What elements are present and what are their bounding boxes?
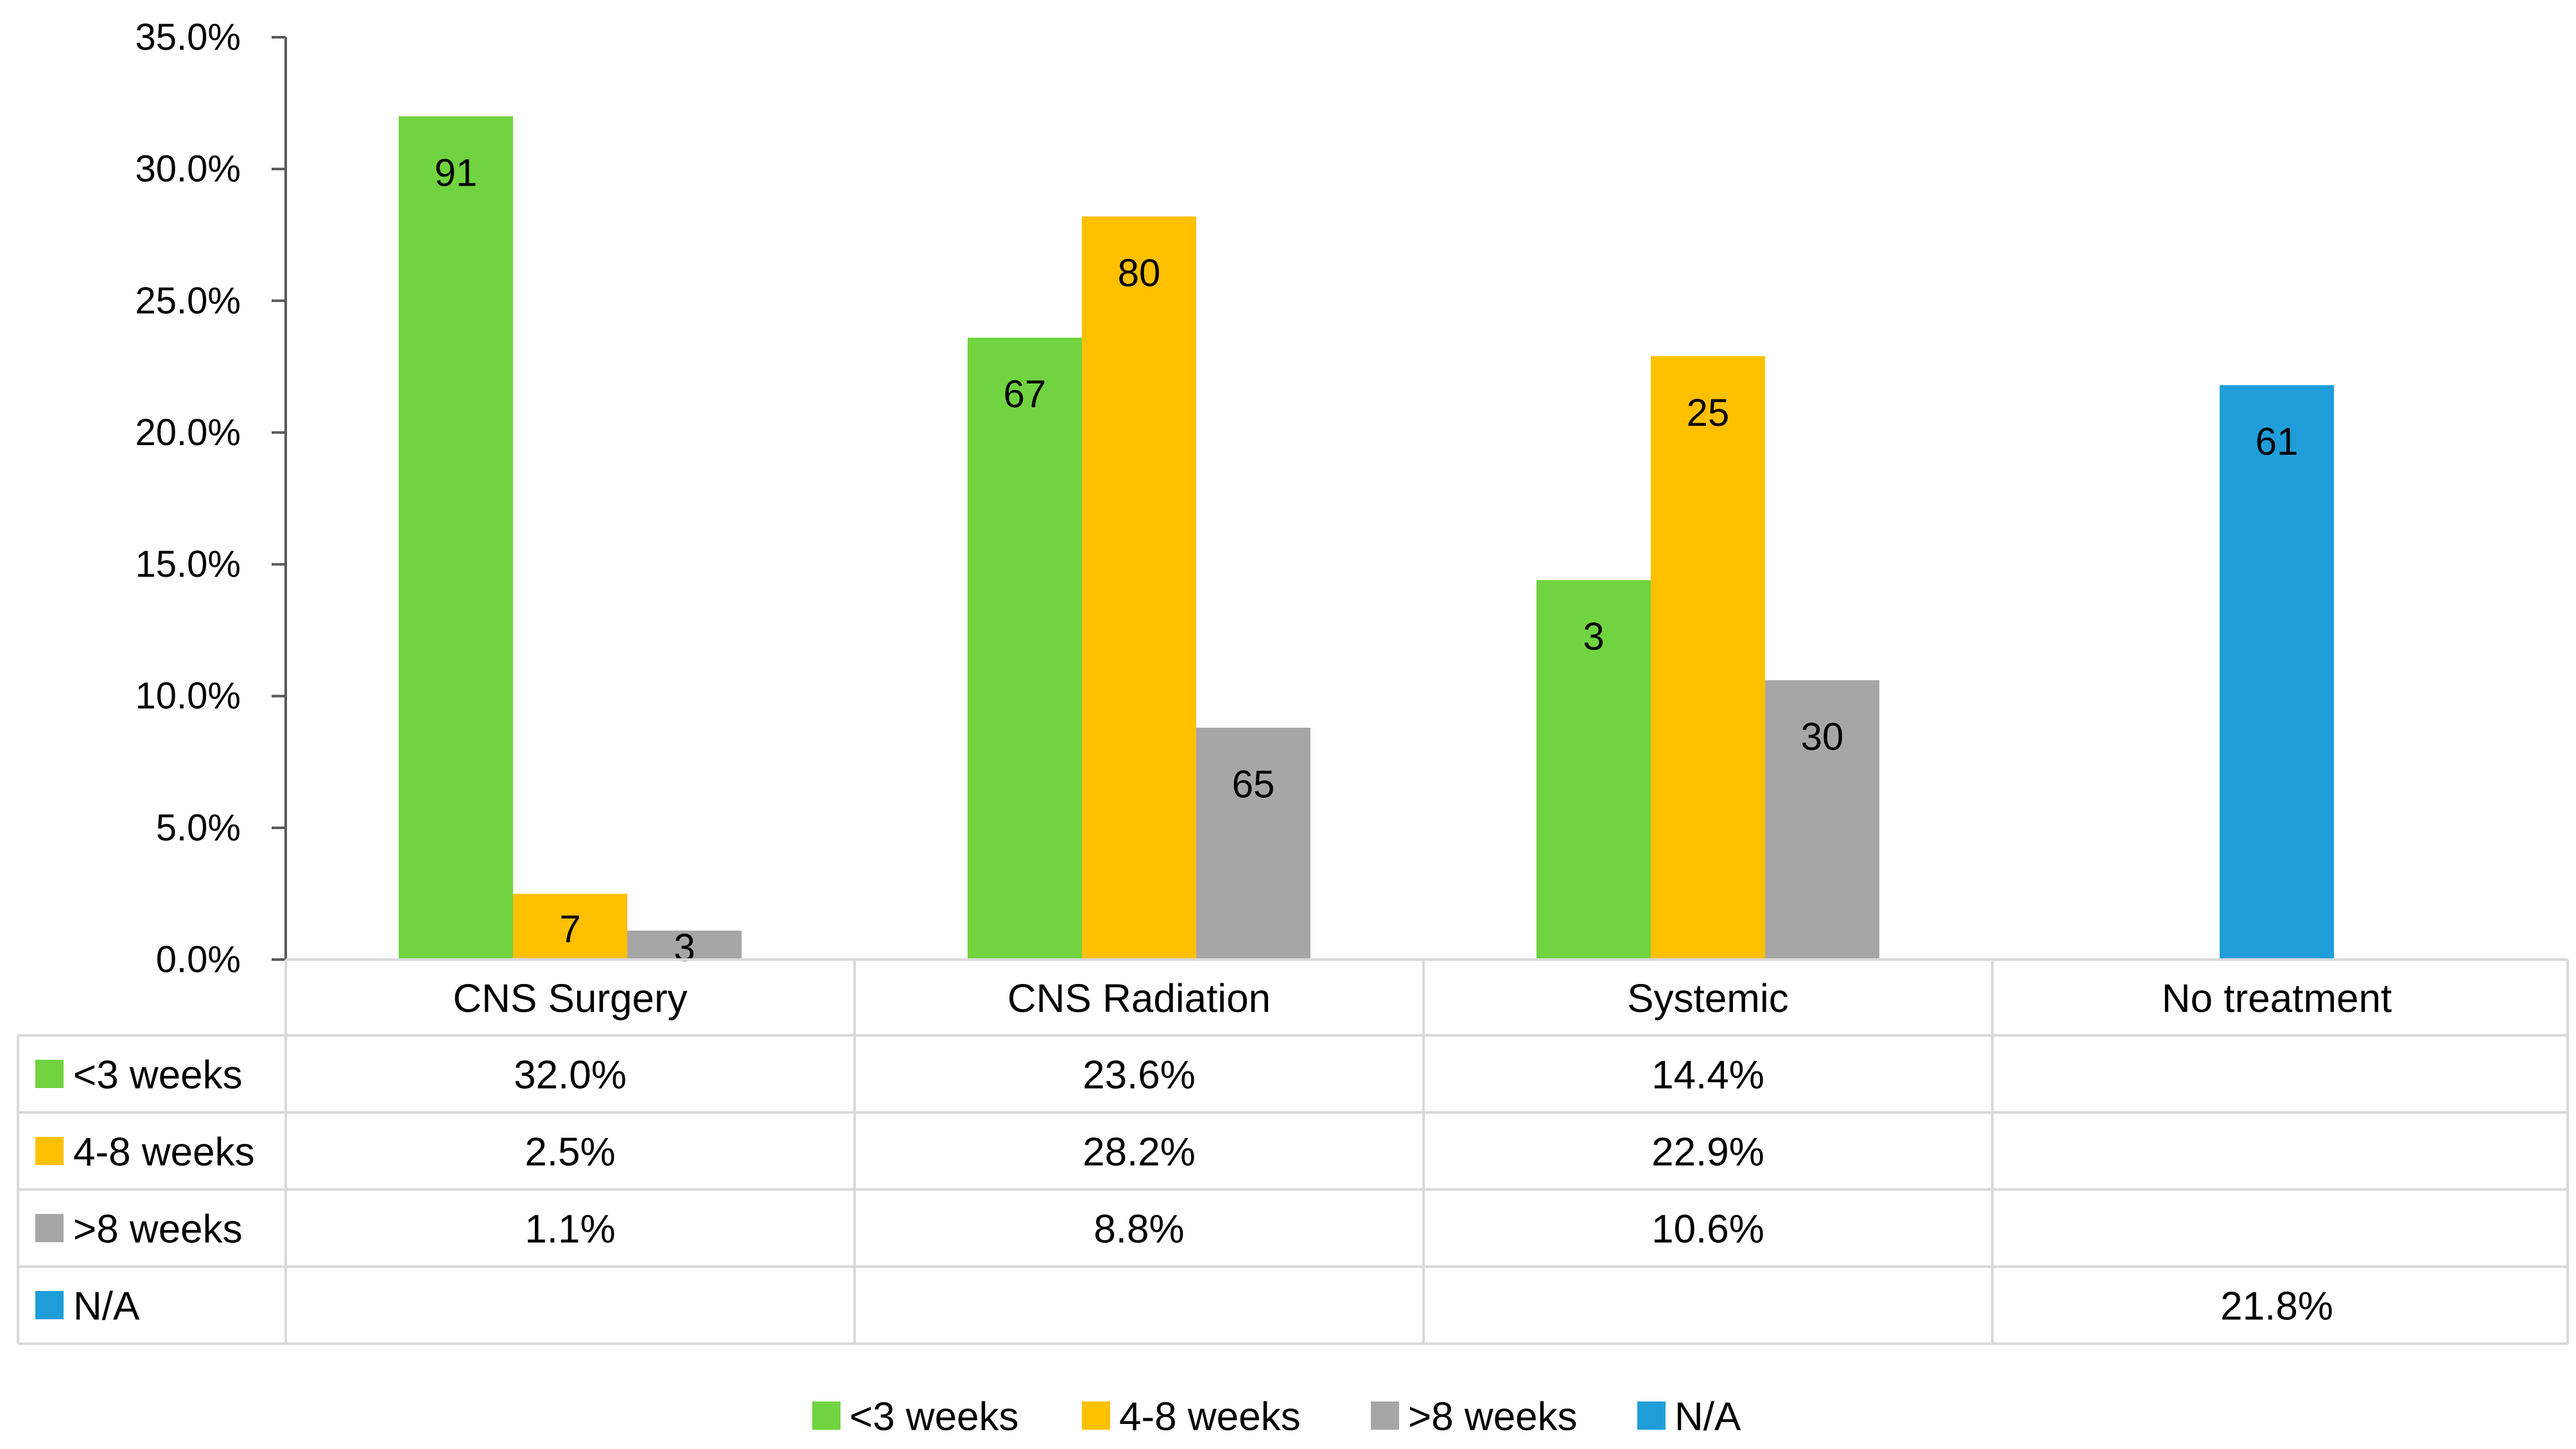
table-row-label: >8 weeks — [73, 1208, 243, 1252]
legend-swatch — [812, 1401, 840, 1430]
table-cell-value: 1.1% — [525, 1208, 615, 1252]
bar — [1536, 580, 1651, 960]
bar-count-label: 67 — [1004, 373, 1047, 416]
table-cell-value: 22.9% — [1651, 1130, 1764, 1175]
category-label: Systemic — [1627, 977, 1788, 1021]
legend-label: N/A — [1675, 1395, 1741, 1439]
legend-label: 4-8 weeks — [1119, 1395, 1301, 1439]
y-tick-label: 15.0% — [135, 543, 241, 585]
table-cell-value: 14.4% — [1651, 1053, 1764, 1098]
table-cell-value: 10.6% — [1651, 1208, 1764, 1252]
table-cell-value: 8.8% — [1093, 1208, 1184, 1252]
table-row-label: 4-8 weeks — [73, 1130, 255, 1175]
bar-count-label: 65 — [1232, 762, 1275, 805]
bar — [2220, 385, 2334, 960]
bar-count-label: 3 — [1583, 615, 1604, 658]
table-cell-value: 21.8% — [2220, 1285, 2333, 1329]
bar — [1765, 680, 1879, 960]
bar — [627, 930, 742, 960]
y-tick-label: 30.0% — [135, 148, 241, 190]
table-row-label: N/A — [73, 1285, 140, 1329]
legend-swatch — [1082, 1401, 1110, 1430]
table-cell-value: 32.0% — [514, 1053, 627, 1098]
table-cell-value: 23.6% — [1083, 1053, 1196, 1098]
table-cell-value: 28.2% — [1083, 1130, 1196, 1175]
y-tick-label: 25.0% — [135, 280, 241, 322]
legend-swatch — [1637, 1401, 1666, 1430]
legend-swatch — [1371, 1401, 1399, 1430]
bar-count-label: 80 — [1118, 251, 1161, 294]
bar-count-label: 7 — [559, 908, 580, 951]
bar — [399, 116, 513, 960]
bar-count-label: 25 — [1687, 391, 1730, 434]
bar — [1082, 216, 1196, 960]
table-legend-key — [35, 1137, 64, 1165]
y-tick-label: 20.0% — [135, 412, 241, 453]
y-tick-label: 35.0% — [135, 17, 241, 58]
category-label: No treatment — [2162, 977, 2392, 1021]
bar — [968, 337, 1082, 960]
table-legend-key — [35, 1060, 64, 1088]
bar — [513, 893, 627, 960]
legend-label: >8 weeks — [1408, 1395, 1578, 1439]
category-label: CNS Surgery — [453, 977, 687, 1021]
bar — [1196, 727, 1310, 960]
table-row-label: <3 weeks — [73, 1053, 243, 1098]
y-tick-label: 0.0% — [156, 939, 241, 981]
table-legend-key — [35, 1291, 64, 1319]
y-tick-label: 5.0% — [156, 807, 241, 848]
category-label: CNS Radiation — [1007, 977, 1271, 1021]
bar — [1651, 356, 1765, 960]
y-tick-label: 10.0% — [135, 675, 241, 717]
bar-count-label: 91 — [435, 152, 478, 195]
legend-label: <3 weeks — [849, 1395, 1019, 1439]
table-legend-key — [35, 1214, 64, 1242]
bar-count-label: 3 — [674, 926, 695, 969]
table-cell-value: 2.5% — [525, 1130, 615, 1175]
bar-count-label: 61 — [2256, 420, 2299, 463]
bar-count-label: 30 — [1801, 716, 1844, 759]
